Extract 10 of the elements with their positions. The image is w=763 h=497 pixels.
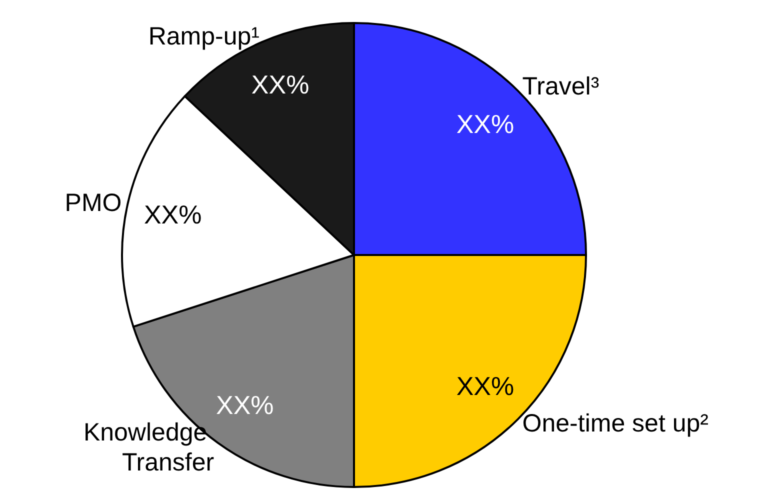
data-label: XX%	[144, 200, 202, 230]
slice-label: Ramp-up¹	[148, 22, 260, 51]
data-label: XX%	[456, 108, 514, 139]
slice-label: One-time set up²	[522, 409, 708, 438]
slice-label: Knowledge Transfer	[83, 418, 214, 477]
data-label: XX%	[456, 371, 514, 402]
data-label: XX%	[216, 390, 274, 420]
slice-label: PMO	[64, 189, 122, 218]
slice-label: Travel³	[522, 72, 600, 101]
data-label: XX%	[251, 70, 310, 100]
